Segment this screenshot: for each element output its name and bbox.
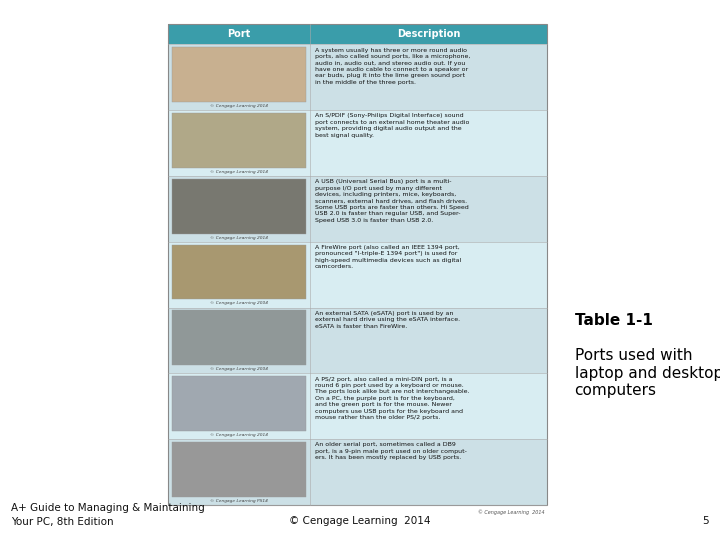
Bar [172, 376, 306, 431]
Bar [168, 24, 547, 505]
Bar [172, 179, 306, 234]
Bar [168, 110, 547, 176]
Bar [172, 245, 306, 300]
Bar [172, 310, 306, 365]
Text: An external SATA (eSATA) port is used by an
external hard drive using the eSATA : An external SATA (eSATA) port is used by… [315, 311, 460, 329]
Text: © Cengage Learning 2004: © Cengage Learning 2004 [210, 301, 268, 306]
Bar [168, 24, 547, 44]
Text: A USB (Universal Serial Bus) port is a multi-
purpose I/O port used by many diff: A USB (Universal Serial Bus) port is a m… [315, 179, 469, 222]
Text: Table 1-1: Table 1-1 [575, 313, 652, 328]
Bar [172, 113, 306, 168]
Bar [168, 308, 547, 373]
Text: Description: Description [397, 29, 460, 39]
Text: © Cengage Learning 2014: © Cengage Learning 2014 [210, 170, 268, 174]
Bar [168, 439, 547, 505]
Text: A system usually has three or more round audio
ports, also called sound ports, l: A system usually has three or more round… [315, 48, 470, 85]
Text: © Cengage Learning 2004: © Cengage Learning 2004 [210, 367, 268, 371]
Text: © Cengage Learning  2014: © Cengage Learning 2014 [289, 516, 431, 526]
Text: © Cengage Learning 2014: © Cengage Learning 2014 [210, 433, 268, 437]
Text: © Cengage Learning  2014: © Cengage Learning 2014 [477, 509, 544, 515]
Text: A PS/2 port, also called a mini-DIN port, is a
round 6 pin port used by a keyboa: A PS/2 port, also called a mini-DIN port… [315, 376, 469, 420]
Text: An older serial port, sometimes called a DB9
port, is a 9-pin male port used on : An older serial port, sometimes called a… [315, 442, 467, 460]
Bar [172, 47, 306, 102]
Text: A FireWire port (also called an IEEE 1394 port,
pronounced "I-triple-E 1394 port: A FireWire port (also called an IEEE 139… [315, 245, 462, 269]
Text: 5: 5 [703, 516, 709, 526]
Text: © Cengage Learning 2014: © Cengage Learning 2014 [210, 235, 268, 240]
Bar [168, 44, 547, 110]
Bar [168, 242, 547, 308]
Bar [168, 373, 547, 439]
Text: Port: Port [228, 29, 251, 39]
Bar [168, 176, 547, 242]
Text: Ports used with
laptop and desktop
computers: Ports used with laptop and desktop compu… [575, 348, 720, 398]
Text: © Cengage Learning 2014: © Cengage Learning 2014 [210, 104, 268, 108]
Text: A+ Guide to Managing & Maintaining
Your PC, 8th Edition: A+ Guide to Managing & Maintaining Your … [11, 503, 204, 526]
Text: © Cengage Learning PS14: © Cengage Learning PS14 [210, 499, 268, 503]
Text: An S/PDIF (Sony-Philips Digital Interface) sound
port connects to an external ho: An S/PDIF (Sony-Philips Digital Interfac… [315, 113, 469, 138]
Bar [172, 442, 306, 497]
